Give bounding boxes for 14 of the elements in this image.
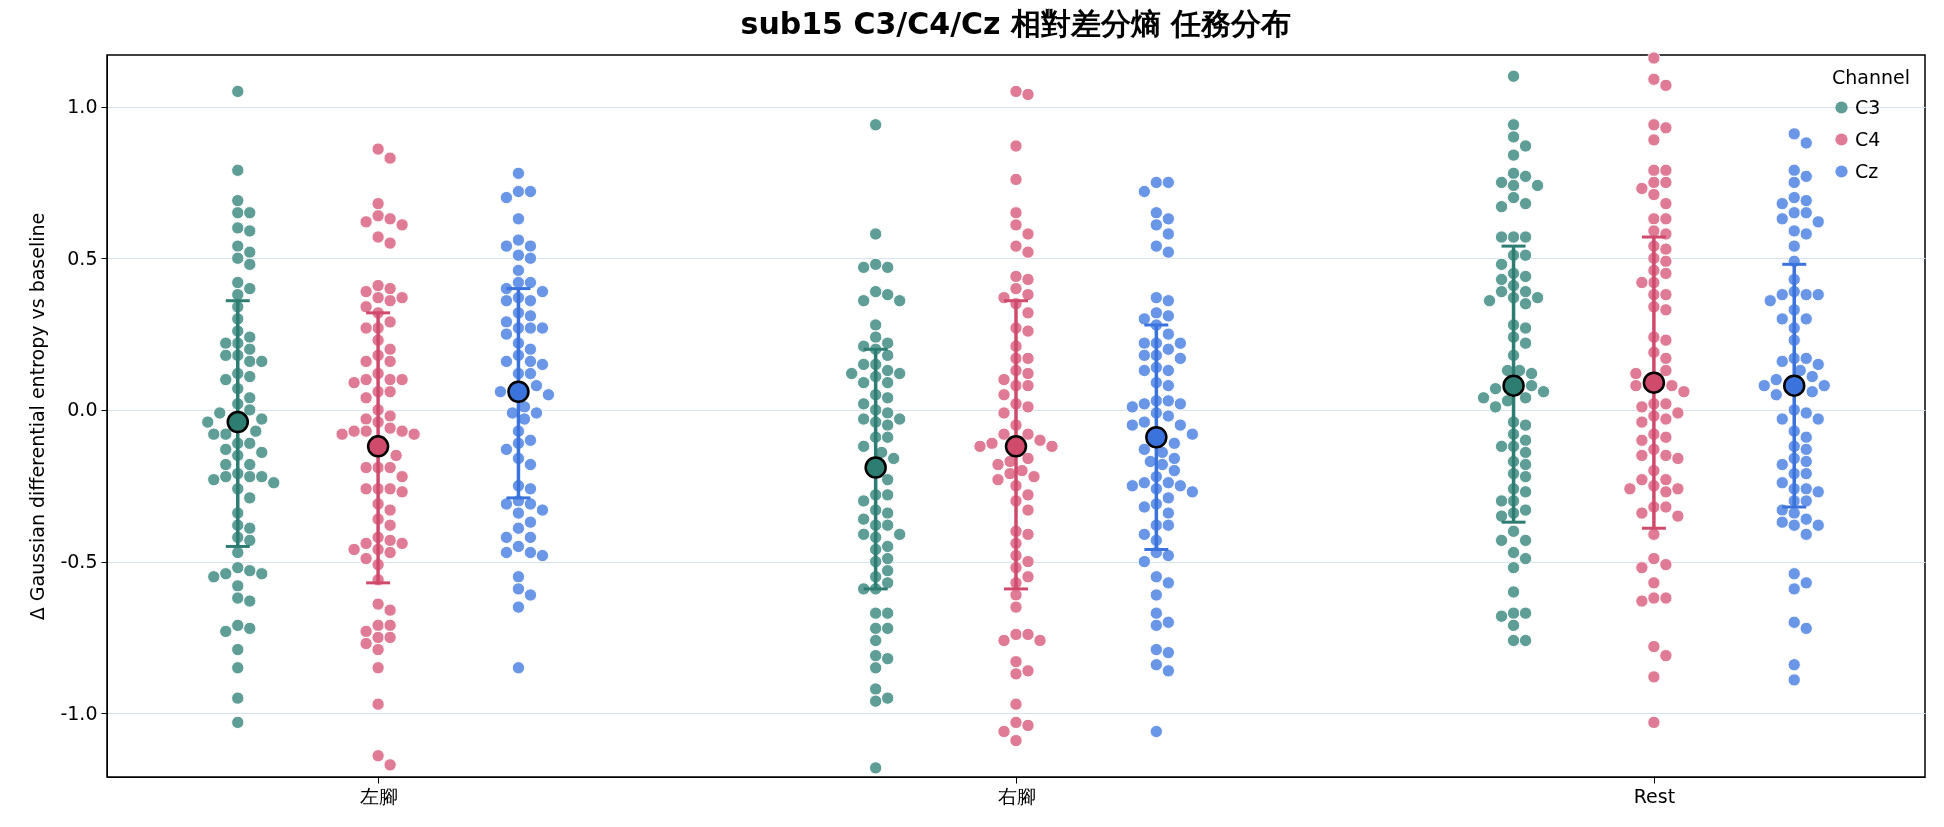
y-tick-label: 0.5: [67, 246, 98, 269]
y-tick-label: -0.5: [60, 550, 98, 573]
x-tick-label: Rest: [1633, 784, 1676, 807]
legend-label: Cz: [1855, 159, 1879, 182]
chart-title: sub15 C3/C4/Cz 相對差分熵 任務分布: [740, 5, 1292, 41]
x-tick-label: 右腳: [997, 784, 1036, 807]
y-tick-label: 0.0: [67, 398, 98, 421]
legend-title: Channel: [1832, 66, 1911, 88]
y-axis-title: Δ Gaussian differential entropy vs baseline: [26, 212, 49, 621]
x-tick-label: 左腳: [359, 784, 398, 807]
y-tick-label: -1.0: [60, 701, 98, 724]
y-tick-label: 1.0: [67, 95, 98, 118]
legend-label: C3: [1855, 95, 1881, 118]
legend-label: C4: [1855, 127, 1881, 150]
